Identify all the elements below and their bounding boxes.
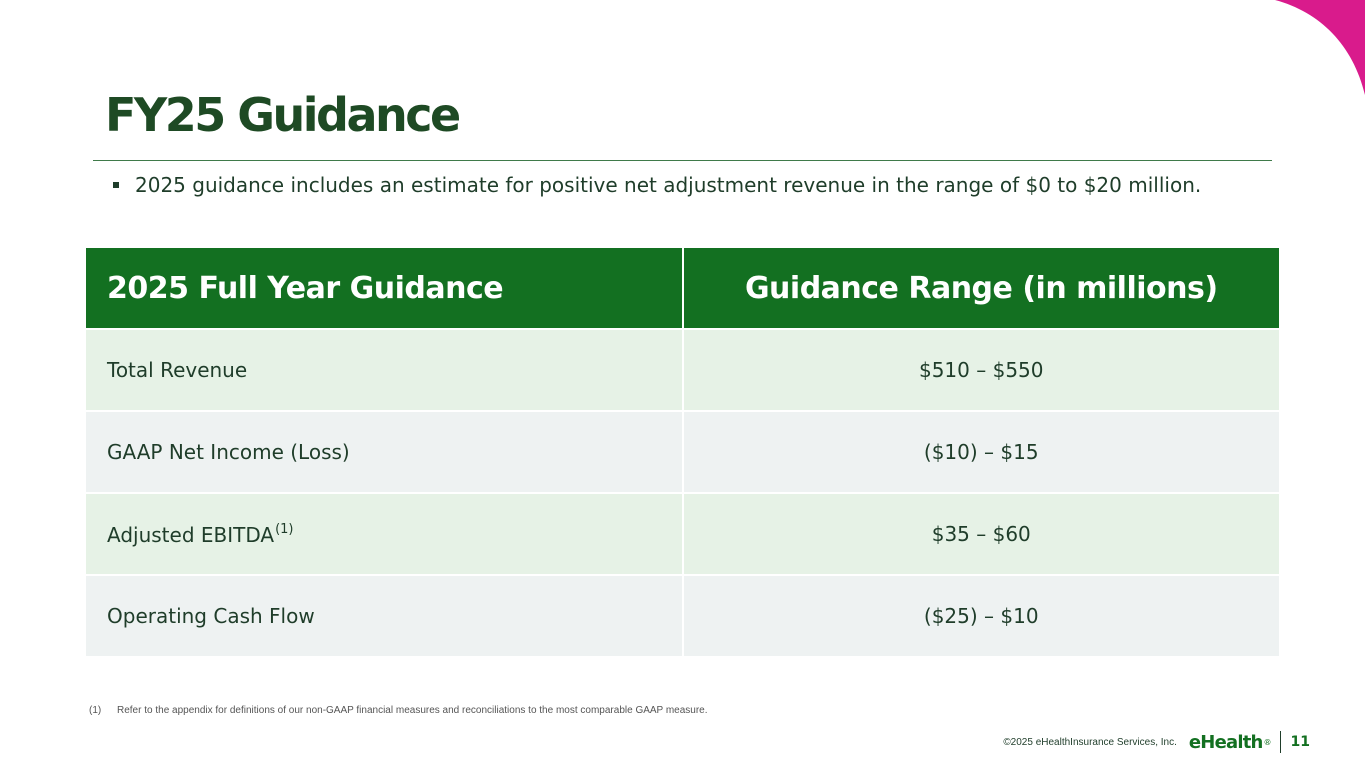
- table-row: Total Revenue $510 – $550: [86, 328, 1279, 411]
- header-full-year-guidance: 2025 Full Year Guidance: [86, 248, 683, 329]
- row-label: Adjusted EBITDA(1): [86, 492, 683, 575]
- footer-divider: [1279, 731, 1281, 753]
- guidance-note: 2025 guidance includes an estimate for p…: [113, 172, 1263, 198]
- table-row: Adjusted EBITDA(1) $35 – $60: [86, 492, 1279, 575]
- footnote: (1) Refer to the appendix for definition…: [89, 705, 708, 716]
- square-bullet-icon: [113, 182, 119, 188]
- slide-footer: ©2025 eHealthInsurance Services, Inc. eH…: [1003, 731, 1310, 753]
- registered-mark-icon: ®: [1263, 737, 1272, 747]
- row-range: $510 – $550: [681, 328, 1279, 411]
- guidance-note-text: 2025 guidance includes an estimate for p…: [135, 173, 1202, 197]
- slide-title: FY25 Guidance: [105, 88, 461, 142]
- footnote-text: Refer to the appendix for definitions of…: [117, 705, 708, 716]
- row-range: ($25) – $10: [681, 574, 1279, 656]
- table-row: Operating Cash Flow ($25) – $10: [86, 574, 1279, 656]
- row-range: ($10) – $15: [681, 410, 1279, 493]
- page-number: 11: [1290, 734, 1310, 750]
- footnote-marker: (1): [89, 705, 102, 716]
- title-divider: [93, 160, 1272, 161]
- table-row: GAAP Net Income (Loss) ($10) – $15: [86, 410, 1279, 493]
- row-label: Operating Cash Flow: [86, 574, 683, 656]
- row-range: $35 – $60: [681, 492, 1279, 575]
- copyright-text: ©2025 eHealthInsurance Services, Inc.: [1003, 736, 1177, 748]
- ehealth-logo: eHealth: [1188, 731, 1263, 753]
- row-label: GAAP Net Income (Loss): [86, 410, 683, 493]
- table-header-row: 2025 Full Year Guidance Guidance Range (…: [86, 248, 1279, 329]
- footnote-reference: (1): [275, 521, 294, 537]
- guidance-table: 2025 Full Year Guidance Guidance Range (…: [86, 248, 1279, 656]
- corner-accent-shape: [1265, 0, 1365, 100]
- row-label: Total Revenue: [86, 328, 683, 411]
- header-guidance-range: Guidance Range (in millions): [681, 248, 1279, 329]
